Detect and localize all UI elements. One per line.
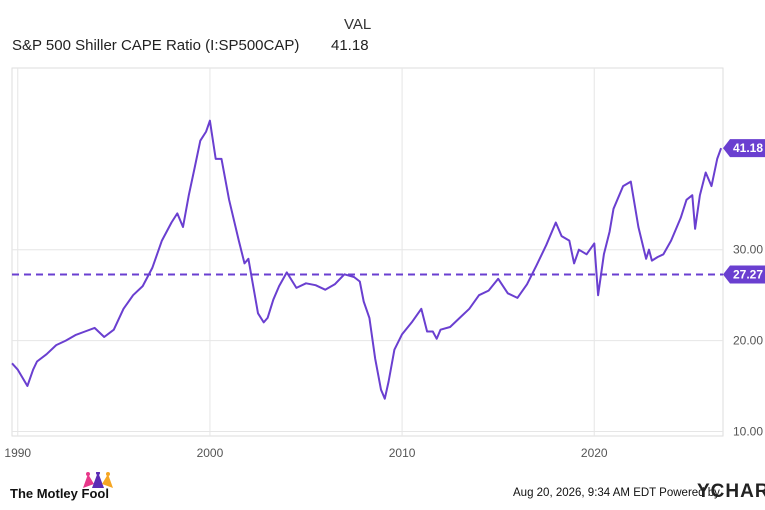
ycharts-logo[interactable]: YCHARTS [697,481,765,502]
x-tick-label: 1990 [4,446,31,460]
x-tick-label: 2020 [581,446,608,460]
legend-series-name[interactable]: S&P 500 Shiller CAPE Ratio (I:SP500CAP) [12,37,300,54]
footer: The Motley Fool Aug 20, 2026, 9:34 AM ED… [0,470,765,510]
y-tick-label: 10.00 [733,424,763,438]
series-line[interactable] [11,119,723,400]
x-axis: 1990 2000 2010 2020 [4,446,608,460]
brand-name: The Motley Fool [10,486,109,501]
plot-frame [11,67,724,437]
grid [12,68,723,436]
x-tick-label: 2000 [197,446,224,460]
y-axis: 10.00 20.00 30.00 [733,243,763,439]
legend-series-value: 41.18 [331,37,369,54]
reference-value-tag: 27.27 [733,268,763,282]
chart-area[interactable]: 1990 2000 2010 2020 10.00 20.00 30.00 41.18 27… [0,0,765,470]
value-tags: 41.18 27.27 [723,139,765,284]
jester-hat-icon [83,472,113,488]
legend-value-header: VAL [344,16,372,33]
legend: VAL S&P 500 Shiller CAPE Ratio (I:SP500C… [0,0,765,60]
x-tick-label: 2010 [389,446,416,460]
y-tick-label: 30.00 [733,243,763,257]
last-value-tag: 41.18 [733,141,763,155]
timestamp: Aug 20, 2026, 9:34 AM EDT Powered by [513,487,720,499]
last-value-tag-bg [723,139,765,158]
y-tick-label: 20.00 [733,334,763,348]
reference-value-tag-bg [723,265,765,284]
